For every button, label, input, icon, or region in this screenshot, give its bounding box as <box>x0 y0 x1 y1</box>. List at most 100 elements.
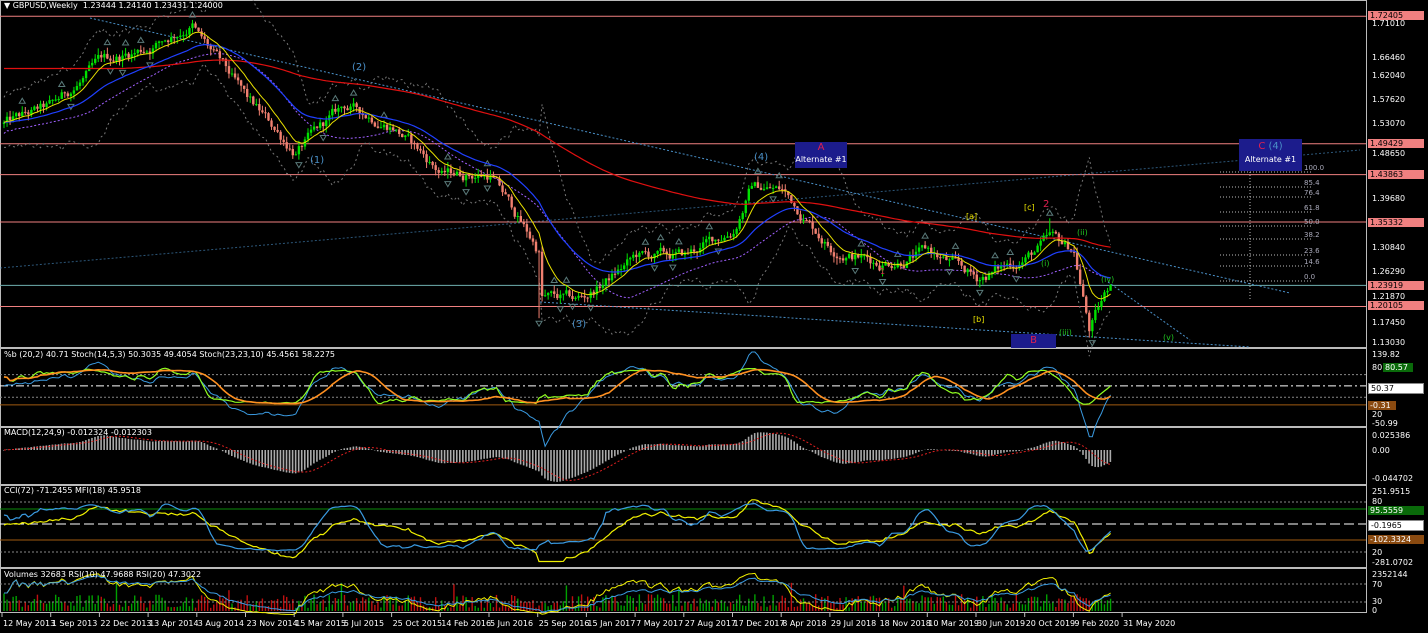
candle <box>474 177 477 179</box>
macd-bar <box>279 450 282 472</box>
candle <box>869 257 872 264</box>
macd-bar <box>352 446 355 450</box>
macd-bar <box>364 448 367 450</box>
candle <box>756 182 760 188</box>
macd-bar <box>486 450 488 459</box>
time-tick-label: 5 Jul 2015 <box>343 619 385 628</box>
candle <box>84 71 88 79</box>
projection-line <box>1107 281 1191 341</box>
macd-bar <box>820 450 823 458</box>
long-trendline <box>0 149 1361 269</box>
candle <box>765 187 769 189</box>
time-tick-label: 7 May 2017 <box>636 619 684 628</box>
fractal-up <box>103 38 112 46</box>
candle <box>513 207 516 217</box>
candle <box>647 251 650 257</box>
macd-bar <box>814 450 817 454</box>
macd-bar <box>446 450 449 463</box>
candle <box>550 291 553 293</box>
candle <box>610 273 614 281</box>
macd-bar <box>693 446 695 450</box>
rsi-20-line <box>4 575 1111 613</box>
candle <box>847 254 851 258</box>
macd-bar <box>291 450 294 474</box>
stoch-tick: 80 <box>1372 363 1383 372</box>
time-tick-label: 8 Apr 2018 <box>782 619 827 628</box>
macd-bar <box>565 450 567 480</box>
candle <box>741 213 744 220</box>
macd-bar <box>462 450 464 463</box>
candle <box>890 265 893 268</box>
candle <box>525 224 529 232</box>
macd-bar <box>829 450 832 461</box>
macd-bar <box>331 450 333 454</box>
candle <box>659 247 662 251</box>
macd-bar <box>1033 447 1036 450</box>
candle <box>677 249 681 253</box>
candle <box>239 80 243 86</box>
candle <box>39 103 42 109</box>
macd-bar <box>632 447 634 450</box>
candle <box>306 132 310 140</box>
candle <box>297 146 301 155</box>
macd-bar <box>1018 450 1020 451</box>
stoch-panel-title: %b (20,2) 40.71 Stoch(14,5,3) 50.3035 49… <box>4 350 336 359</box>
candle <box>200 31 203 37</box>
candle <box>887 263 890 266</box>
macd-bar <box>963 450 966 453</box>
candle <box>571 296 574 299</box>
macd-bar <box>443 450 446 464</box>
macd-bar <box>574 450 577 477</box>
macd-bar <box>668 444 671 450</box>
candle <box>972 271 975 275</box>
candle <box>692 249 696 252</box>
candle <box>90 62 94 66</box>
macd-bar <box>744 439 747 450</box>
candle <box>154 42 158 49</box>
candle <box>130 54 133 58</box>
candle <box>863 255 866 257</box>
candle <box>258 104 261 111</box>
macd-bar <box>167 441 169 450</box>
candle <box>379 127 383 129</box>
candle <box>1066 241 1070 250</box>
time-tick-label: 23 Nov 2014 <box>246 619 298 628</box>
candle <box>364 115 367 119</box>
macd-bar <box>662 443 665 450</box>
macd-bar <box>635 446 637 450</box>
fib-label: 61.8 <box>1304 204 1320 212</box>
candle <box>449 168 453 174</box>
macd-bar <box>30 447 32 450</box>
candle <box>437 170 440 173</box>
candle <box>18 113 21 117</box>
candle <box>1057 233 1061 241</box>
price-tick: 1.66460 <box>1372 53 1406 62</box>
macd-bar <box>197 441 200 450</box>
fib-label: 76.4 <box>1304 189 1320 197</box>
candle <box>960 261 963 266</box>
candle <box>689 249 693 254</box>
macd-bar <box>127 438 130 450</box>
macd-bar <box>1063 442 1066 450</box>
cci-white-label: -0.1965 <box>1368 520 1424 531</box>
candle <box>1088 312 1091 332</box>
macd-bar <box>860 450 862 462</box>
candle <box>1039 240 1042 246</box>
macd-bar <box>158 441 160 450</box>
time-tick-label: 25 Oct 2015 <box>392 619 443 628</box>
candle <box>790 195 793 203</box>
candle <box>1060 240 1064 245</box>
wave-b-box: B <box>1011 334 1056 348</box>
macd-bar <box>769 432 771 450</box>
macd-bar <box>449 450 452 463</box>
macd-bar <box>623 450 625 452</box>
candle <box>233 73 237 78</box>
macd-bar <box>249 450 251 464</box>
macd-bar <box>303 450 306 470</box>
macd-bar <box>215 448 218 450</box>
wave-label-a-minor: [a] <box>966 212 978 221</box>
price-tick: 1.26290 <box>1372 267 1406 276</box>
candle <box>595 286 598 295</box>
macd-bar <box>984 450 987 457</box>
candle <box>504 192 507 195</box>
